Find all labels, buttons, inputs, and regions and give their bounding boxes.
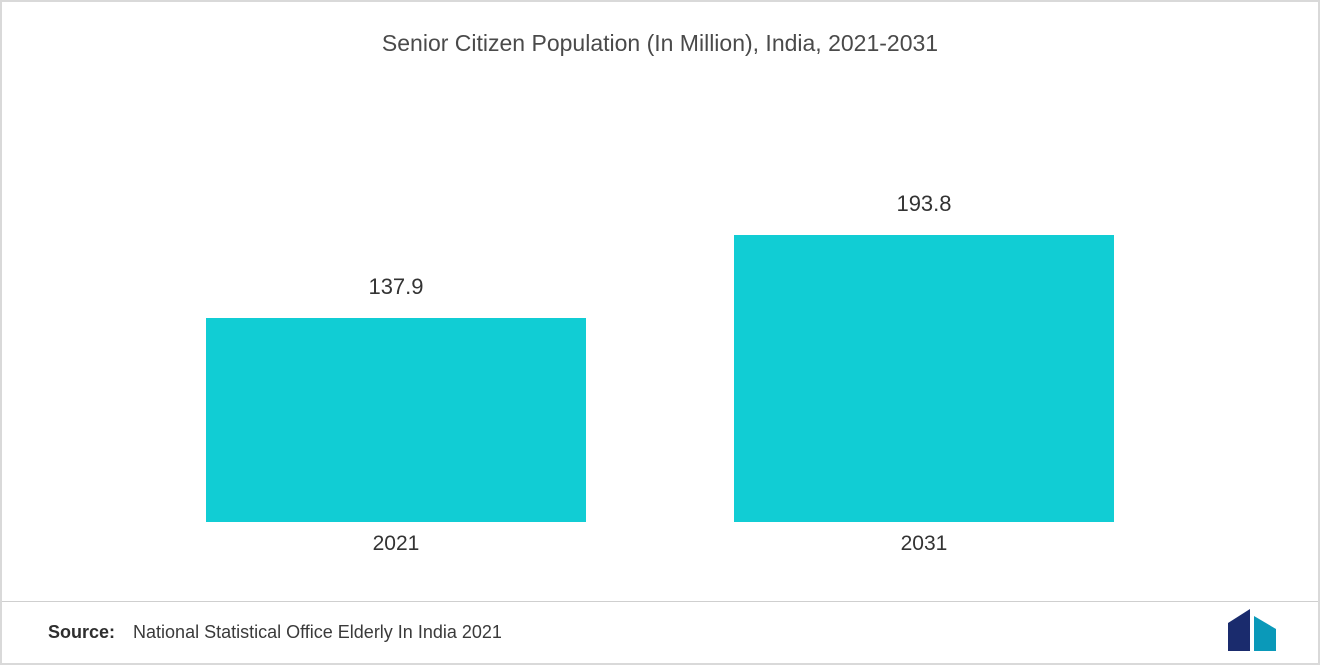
bar-category-label: 2021 <box>206 532 586 556</box>
source-text: National Statistical Office Elderly In I… <box>133 622 502 643</box>
chart-container: Senior Citizen Population (In Million), … <box>2 2 1318 592</box>
brand-logo-icon <box>1224 609 1282 651</box>
bar <box>206 318 586 522</box>
bar-slot: 137.92021 <box>206 92 586 522</box>
plot-area: 137.92021 193.82031 <box>132 92 1188 522</box>
bar-value-label: 137.9 <box>206 274 586 300</box>
bar <box>734 235 1114 522</box>
bar-value-label: 193.8 <box>734 191 1114 217</box>
bar-slot: 193.82031 <box>734 92 1114 522</box>
source-footer: Source: National Statistical Office Elde… <box>2 601 1318 663</box>
bar-category-label: 2031 <box>734 532 1114 556</box>
chart-title: Senior Citizen Population (In Million), … <box>2 30 1318 57</box>
source-label: Source: <box>48 622 115 643</box>
